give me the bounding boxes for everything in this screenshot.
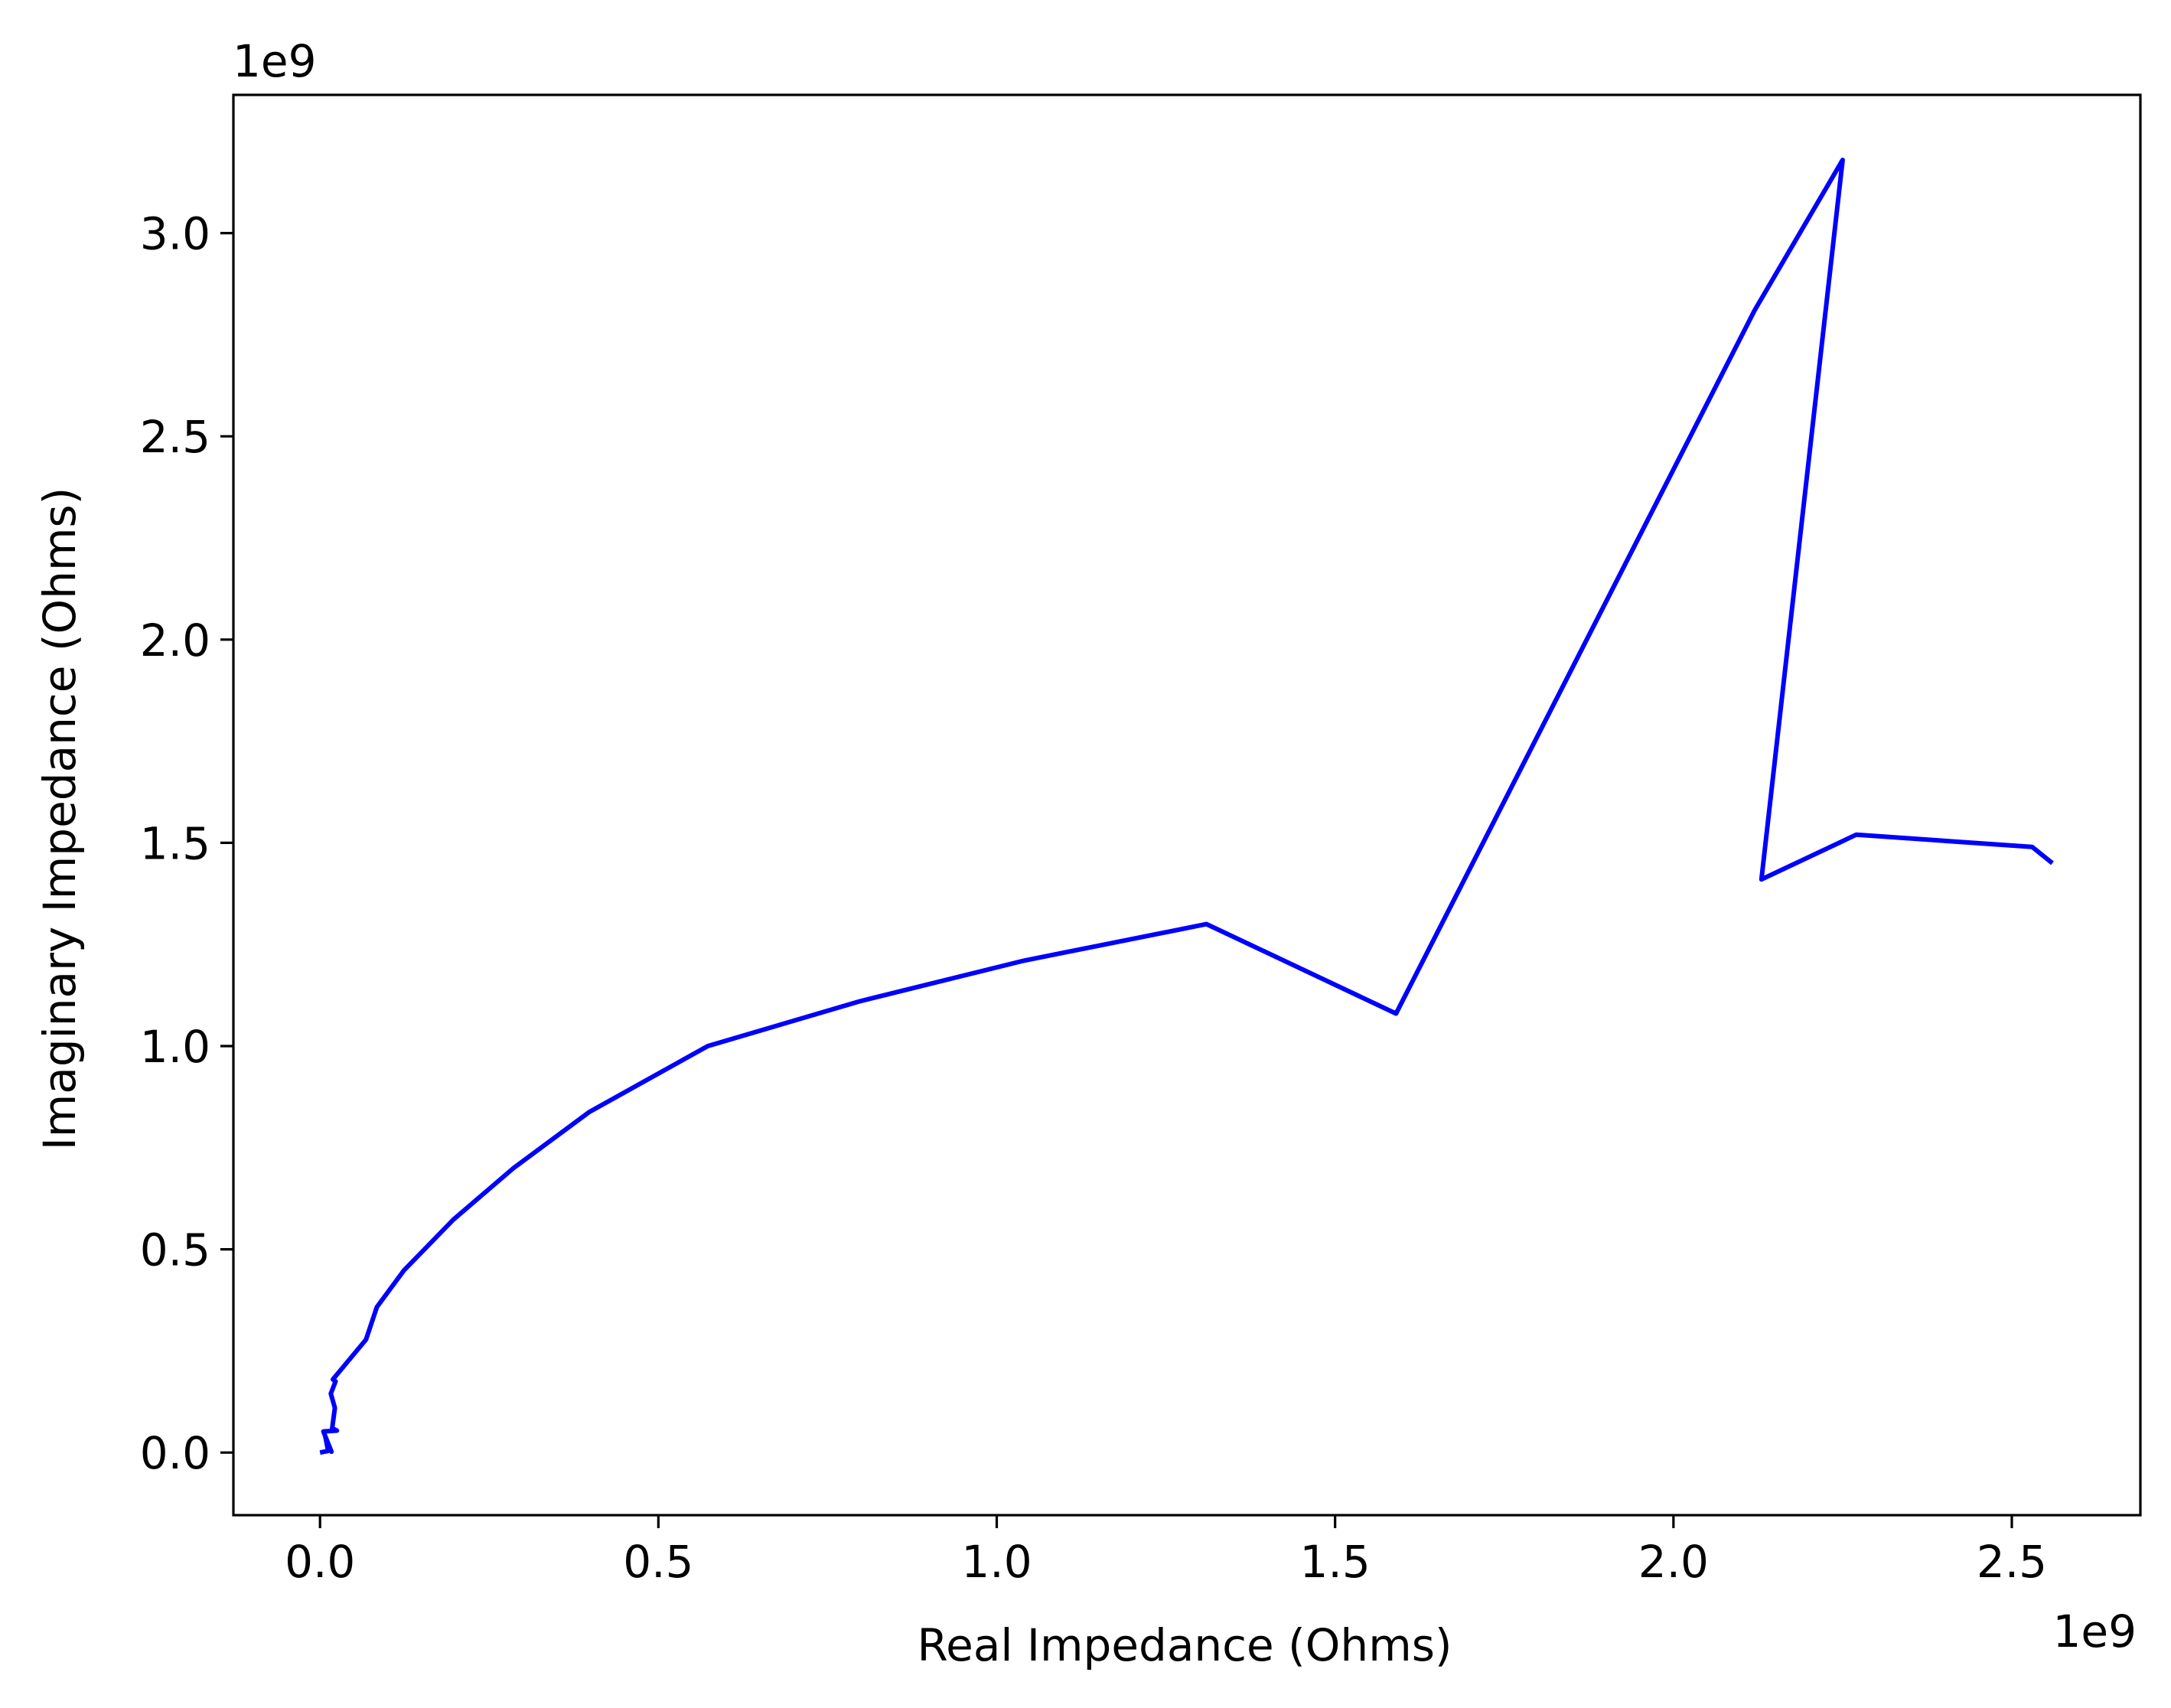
y-tick-label: 3.0 xyxy=(140,208,210,260)
x-tick-label: 0.0 xyxy=(285,1536,355,1588)
y-tick-label: 2.5 xyxy=(140,411,210,463)
y-tick-label: 0.0 xyxy=(140,1427,210,1479)
y-tick-label: 0.5 xyxy=(140,1224,210,1276)
x-tick-label: 1.5 xyxy=(1300,1536,1371,1588)
y-tick-label: 1.0 xyxy=(140,1021,210,1073)
x-tick-label: 2.0 xyxy=(1638,1536,1709,1588)
y-axis-label: Imaginary Impedance (Ohms) xyxy=(34,487,86,1151)
x-tick-label: 1.0 xyxy=(961,1536,1032,1588)
x-tick-label: 0.5 xyxy=(623,1536,693,1588)
plot-area xyxy=(319,158,2054,1455)
x-axis-label: Real Impedance (Ohms) xyxy=(917,1619,1452,1671)
x-axis-offset-label: 1e9 xyxy=(2053,1605,2137,1657)
axes-frame xyxy=(232,93,2142,1517)
x-tick-label: 2.5 xyxy=(1977,1536,2047,1588)
y-tick-label: 2.0 xyxy=(140,614,210,667)
y-tick-label: 1.5 xyxy=(140,817,210,869)
y-axis-offset-label: 1e9 xyxy=(233,35,317,87)
impedance-series-line xyxy=(319,158,2054,1455)
axis-ticks: 0.0 0.5 1.0 1.5 2.0 2.5 0.0 0.5 1.0 1.5 2.0 2.5 3.0 xyxy=(140,208,2047,1588)
